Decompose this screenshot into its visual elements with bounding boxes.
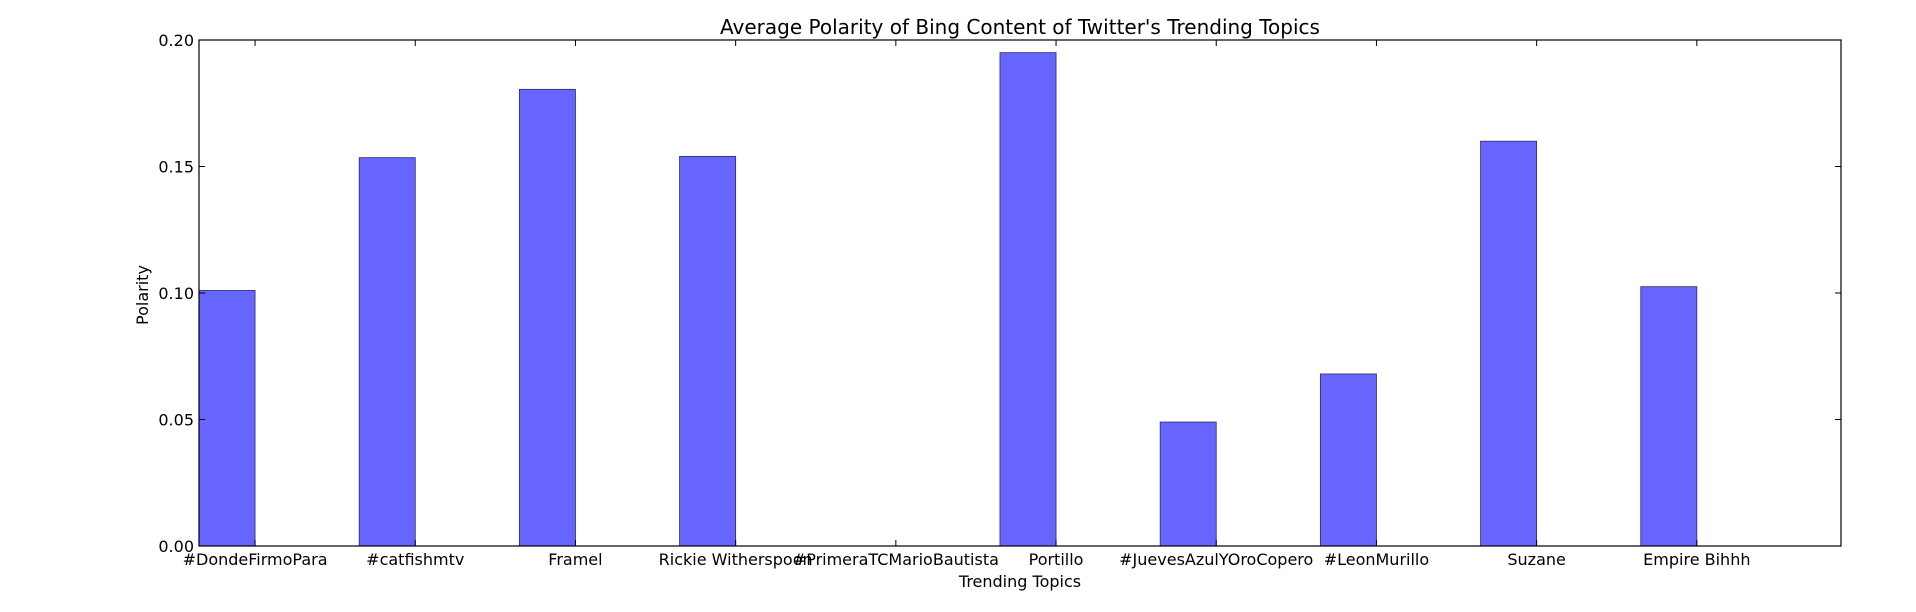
bar	[1480, 140, 1538, 547]
x-tick-label: #LeonMurillo	[1324, 550, 1429, 569]
y-tick-label: 0.05	[158, 411, 194, 430]
x-tick-label: Suzane	[1507, 550, 1565, 569]
x-tick-label: Empire Bihhh	[1643, 550, 1750, 569]
x-tick-label: #DondeFirmoPara	[183, 550, 328, 569]
y-tick-label: 0.20	[158, 31, 194, 50]
bar	[999, 52, 1057, 547]
y-tick-label: 0.10	[158, 284, 194, 303]
x-axis: #DondeFirmoPara #catfishmtv Framel Rickie W…	[183, 40, 1750, 569]
x-axis-label: Trending Topics	[958, 572, 1081, 591]
bar	[358, 157, 416, 547]
bar	[518, 88, 576, 547]
y-axis: 0.00 0.05 0.10 0.15 0.20	[158, 31, 1841, 556]
bar	[1159, 421, 1217, 547]
y-axis-label: Polarity	[133, 265, 152, 325]
x-tick-label: #JuevesAzulYOroCopero	[1119, 550, 1313, 569]
bar	[679, 155, 737, 547]
x-tick-label: Framel	[548, 550, 602, 569]
chart-title: Average Polarity of Bing Content of Twit…	[720, 15, 1320, 39]
bar	[1319, 373, 1377, 547]
x-tick-label: Portillo	[1029, 550, 1084, 569]
x-tick-label: #catfishmtv	[366, 550, 464, 569]
x-tick-label: Rickie Witherspoon	[659, 550, 813, 569]
y-tick-label: 0.15	[158, 158, 194, 177]
y-tick-label: 0.00	[158, 537, 194, 556]
bars-group	[198, 52, 1698, 547]
bar	[1640, 286, 1698, 547]
bar	[198, 290, 256, 547]
x-tick-label: #PrimeraTCMarioBautista	[793, 550, 999, 569]
